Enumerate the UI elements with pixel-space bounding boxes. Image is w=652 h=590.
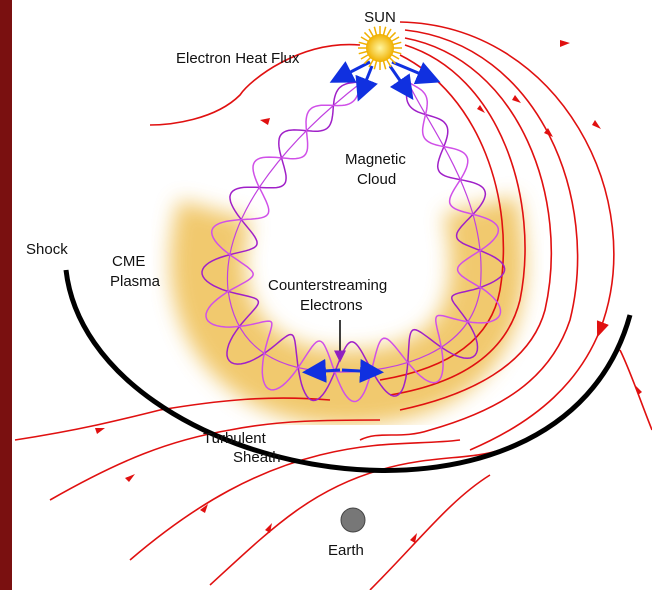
sun (358, 26, 402, 70)
label: Plasma (110, 273, 161, 290)
earth (340, 507, 366, 533)
label: Electron Heat Flux (176, 50, 300, 67)
label: Shock (26, 241, 68, 258)
flux-rope-axis (226, 81, 482, 373)
shock-front (63, 269, 633, 473)
label: Magnetic (345, 151, 406, 168)
cme-plasma (170, 196, 526, 426)
side-strip (0, 0, 12, 590)
label: Cloud (357, 171, 396, 188)
label: CME (112, 253, 145, 270)
helix-strand (201, 81, 506, 402)
electron-arrows (302, 60, 441, 383)
label: SUN (364, 9, 396, 26)
label: Electrons (300, 297, 363, 314)
label: Turbulent (203, 430, 267, 447)
label: Counterstreaming (268, 277, 387, 294)
label: Sheath (233, 449, 281, 466)
label: Earth (328, 542, 364, 559)
